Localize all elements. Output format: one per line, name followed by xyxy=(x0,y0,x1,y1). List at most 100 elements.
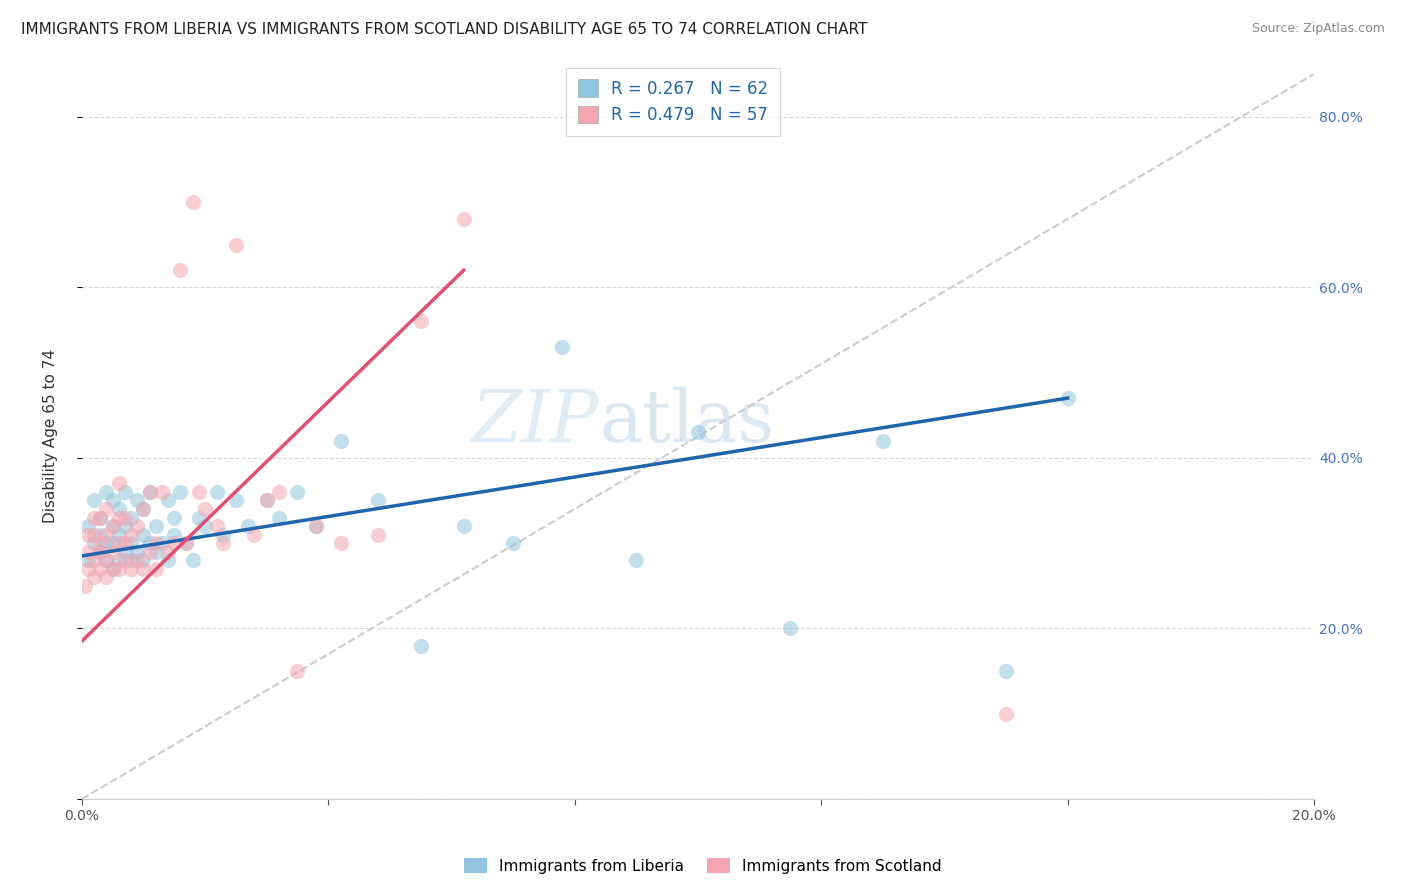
Point xyxy=(686,425,709,440)
Point xyxy=(187,510,209,524)
Point xyxy=(77,527,100,541)
Point xyxy=(101,562,124,576)
Point xyxy=(145,562,167,576)
Point xyxy=(156,553,179,567)
Point xyxy=(138,544,160,558)
Point xyxy=(995,664,1018,678)
Point xyxy=(96,553,118,567)
Point xyxy=(163,510,186,524)
Point xyxy=(194,502,217,516)
Point xyxy=(212,527,235,541)
Point xyxy=(107,510,129,524)
Point xyxy=(89,527,111,541)
Point xyxy=(127,493,149,508)
Point xyxy=(101,544,124,558)
Point xyxy=(132,527,155,541)
Point xyxy=(107,502,129,516)
Point xyxy=(626,553,648,567)
Point xyxy=(107,553,129,567)
Point xyxy=(225,237,247,252)
Point xyxy=(73,579,96,593)
Point xyxy=(77,519,100,533)
Point xyxy=(145,544,167,558)
Point xyxy=(138,485,160,500)
Point xyxy=(107,562,129,576)
Point xyxy=(83,510,105,524)
Point xyxy=(114,510,136,524)
Point xyxy=(212,536,235,550)
Point xyxy=(132,562,155,576)
Point xyxy=(132,502,155,516)
Point xyxy=(872,434,894,448)
Text: atlas: atlas xyxy=(599,387,775,458)
Point xyxy=(83,570,105,584)
Point xyxy=(150,536,173,550)
Point xyxy=(89,544,111,558)
Point xyxy=(96,570,118,584)
Y-axis label: Disability Age 65 to 74: Disability Age 65 to 74 xyxy=(44,350,58,524)
Point xyxy=(305,519,328,533)
Point xyxy=(101,562,124,576)
Point xyxy=(89,562,111,576)
Point xyxy=(132,502,155,516)
Point xyxy=(101,519,124,533)
Point xyxy=(107,527,129,541)
Point xyxy=(995,706,1018,721)
Point xyxy=(96,502,118,516)
Point xyxy=(176,536,198,550)
Point xyxy=(163,527,186,541)
Point xyxy=(243,527,266,541)
Point xyxy=(107,476,129,491)
Point xyxy=(83,553,105,567)
Text: Source: ZipAtlas.com: Source: ZipAtlas.com xyxy=(1251,22,1385,36)
Point xyxy=(366,527,388,541)
Point xyxy=(114,519,136,533)
Point xyxy=(169,263,191,277)
Point xyxy=(256,493,278,508)
Text: ZIP: ZIP xyxy=(472,387,599,458)
Point xyxy=(120,562,142,576)
Point xyxy=(114,485,136,500)
Point xyxy=(77,553,100,567)
Point xyxy=(107,536,129,550)
Point xyxy=(83,536,105,550)
Point xyxy=(127,519,149,533)
Point xyxy=(207,519,229,533)
Point xyxy=(83,527,105,541)
Point xyxy=(96,527,118,541)
Point xyxy=(502,536,524,550)
Text: IMMIGRANTS FROM LIBERIA VS IMMIGRANTS FROM SCOTLAND DISABILITY AGE 65 TO 74 CORR: IMMIGRANTS FROM LIBERIA VS IMMIGRANTS FR… xyxy=(21,22,868,37)
Point xyxy=(120,510,142,524)
Point xyxy=(409,639,432,653)
Point xyxy=(329,536,352,550)
Point xyxy=(83,493,105,508)
Point xyxy=(145,536,167,550)
Point xyxy=(156,544,179,558)
Point xyxy=(96,536,118,550)
Point xyxy=(366,493,388,508)
Point xyxy=(305,519,328,533)
Point xyxy=(96,553,118,567)
Point xyxy=(114,544,136,558)
Point xyxy=(329,434,352,448)
Point xyxy=(156,493,179,508)
Point xyxy=(101,493,124,508)
Point xyxy=(453,211,475,226)
Legend: R = 0.267   N = 62, R = 0.479   N = 57: R = 0.267 N = 62, R = 0.479 N = 57 xyxy=(567,68,780,136)
Point xyxy=(256,493,278,508)
Point xyxy=(101,536,124,550)
Point xyxy=(409,314,432,328)
Point xyxy=(187,485,209,500)
Point xyxy=(127,544,149,558)
Point xyxy=(207,485,229,500)
Point xyxy=(127,553,149,567)
Point xyxy=(89,510,111,524)
Point xyxy=(77,562,100,576)
Point xyxy=(89,510,111,524)
Point xyxy=(101,519,124,533)
Point xyxy=(287,664,309,678)
Point xyxy=(453,519,475,533)
Point xyxy=(150,485,173,500)
Point xyxy=(181,194,204,209)
Point xyxy=(96,485,118,500)
